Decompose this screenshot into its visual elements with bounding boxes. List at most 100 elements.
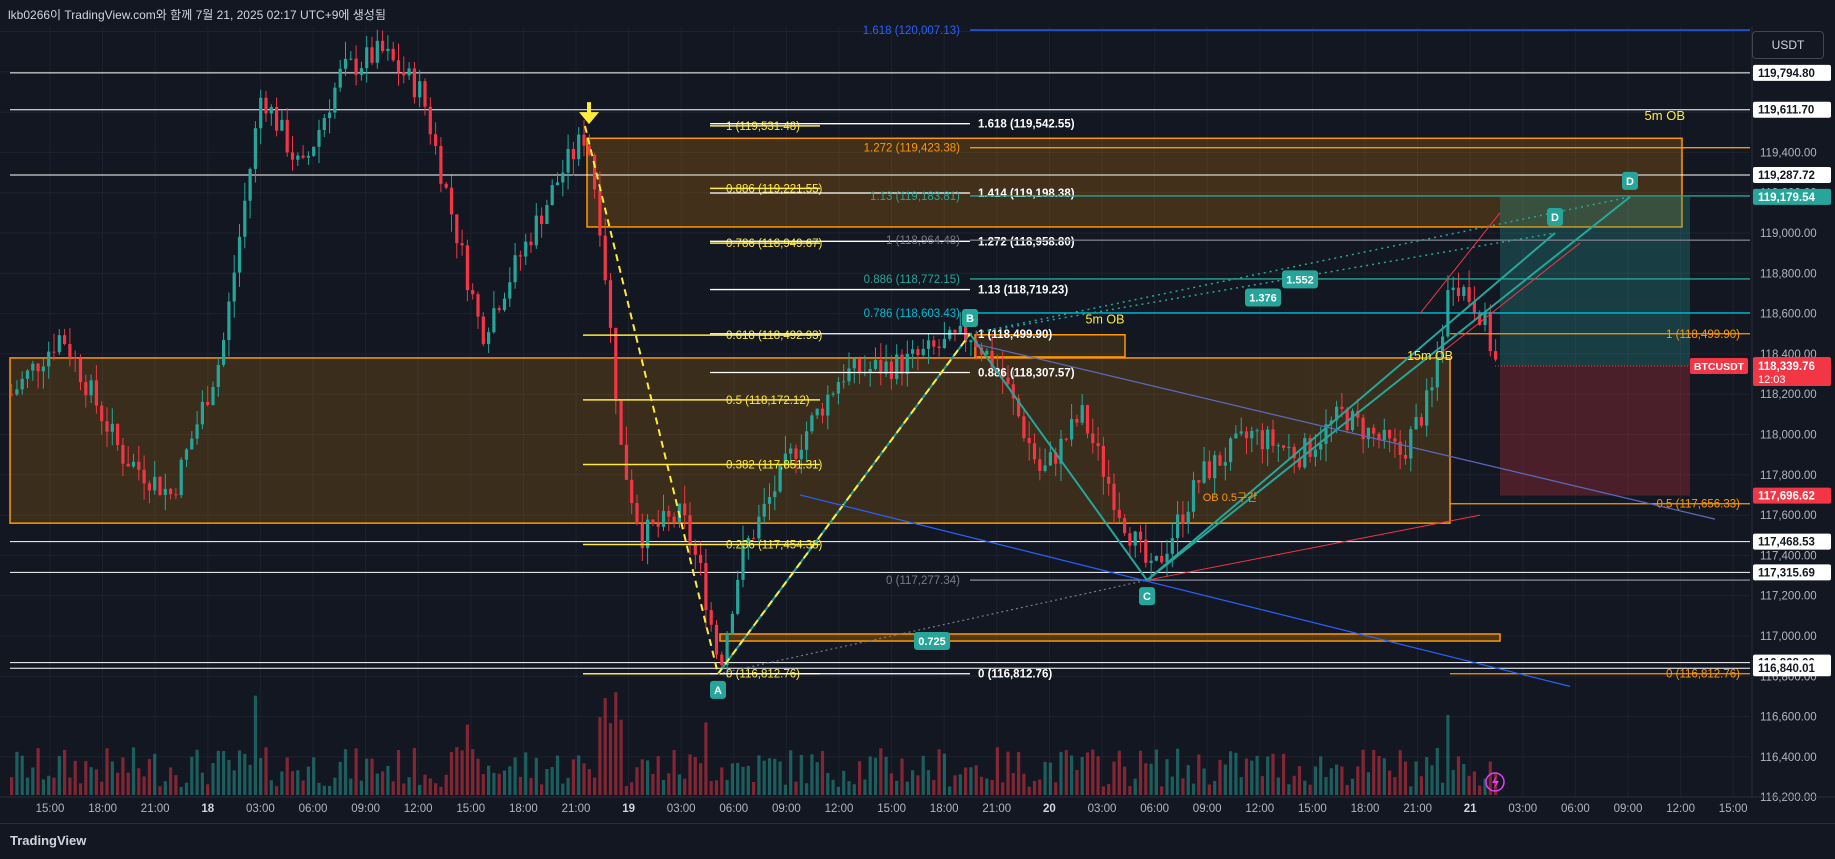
candle-body <box>153 476 157 491</box>
candle-body <box>359 68 363 75</box>
volume-bar <box>147 759 151 795</box>
volume-bar <box>94 769 98 795</box>
candle-body <box>1128 533 1132 546</box>
volume-bar <box>847 781 851 795</box>
volume-bar <box>68 777 72 795</box>
fib-colored-label: 1 (118,964.48) <box>886 235 960 247</box>
volume-bar <box>434 783 438 795</box>
volume-bar <box>10 777 14 795</box>
volume-bar <box>566 777 570 795</box>
volume-bar <box>619 719 623 795</box>
volume-bar <box>974 765 978 795</box>
candle-body <box>561 172 565 183</box>
volume-bar <box>174 775 178 795</box>
volume-bar <box>1271 753 1275 795</box>
candle-body <box>184 449 189 460</box>
candle-body <box>36 363 40 372</box>
candle-body <box>704 563 708 611</box>
volume-bar <box>1038 779 1042 795</box>
candle-body <box>169 488 173 495</box>
volume-bar <box>1319 756 1323 795</box>
time-axis-label: 15:00 <box>456 803 485 815</box>
fib-colored-label: 1.618 (120,007.13) <box>863 25 960 37</box>
volume-bar <box>1149 763 1153 795</box>
candle-body <box>15 389 19 395</box>
candle-body <box>1017 398 1021 417</box>
volume-bar <box>211 762 215 795</box>
volume-bar <box>1345 784 1349 795</box>
price-axis-label: 119,000.00 <box>1760 228 1817 240</box>
volume-bar <box>741 766 745 795</box>
fib-colored-label: 0.786 (118,603.43) <box>864 308 961 320</box>
price-axis-label: 119,200.00 <box>1760 188 1817 200</box>
volume-bar <box>752 782 756 795</box>
time-axis-label: 03:00 <box>1508 803 1537 815</box>
volume-bar <box>481 773 485 795</box>
volume-bar <box>540 784 544 795</box>
volume-bar <box>550 767 554 795</box>
candle-body <box>900 354 904 374</box>
candle-body <box>84 382 88 396</box>
bd-dotted-line <box>969 196 1631 335</box>
volume-bar <box>396 750 401 795</box>
volume-bar <box>1213 780 1217 795</box>
time-axis-label: 03:00 <box>246 803 275 815</box>
candle-body <box>1303 438 1307 468</box>
candle-body <box>1213 455 1217 479</box>
trend-line-purple <box>974 343 1716 520</box>
volume-bar <box>84 761 88 795</box>
fib-extension-white: 1.618 (119,542.55) 1.414 (119,198.38) 1.27… <box>710 119 1075 681</box>
price-tag <box>1753 167 1831 184</box>
candle-body <box>195 424 199 439</box>
candle-body <box>1027 438 1031 444</box>
candle-body <box>757 516 761 539</box>
candle-body <box>677 503 681 523</box>
candle-body <box>1478 313 1482 325</box>
candle-body <box>1112 483 1116 510</box>
candle-body <box>237 236 242 273</box>
lightning-icon <box>1485 772 1505 792</box>
volume-bar <box>1218 759 1222 795</box>
volume-bar <box>1467 775 1471 795</box>
symbol-name[interactable]: Bitcoin / TetherUS · 15 · BINANCE <box>16 38 193 50</box>
open-value: 118,345.51 <box>205 38 263 50</box>
volume-bar <box>407 777 411 795</box>
volume-bar <box>1388 770 1392 795</box>
fib-left-label: 0.5 (118,172.12) <box>726 395 810 407</box>
time-axis: 15:00 18:00 21:00 18 03:00 06:00 09:00 12:00 15:… <box>0 772 1835 823</box>
volume-bar <box>842 770 846 795</box>
candle-body <box>131 461 136 467</box>
volume-bar <box>328 785 332 795</box>
volume-bar <box>1398 750 1402 795</box>
volume-bar <box>1425 757 1429 795</box>
candle-body <box>1435 358 1439 388</box>
volume-bar <box>995 747 999 795</box>
volume-bar <box>227 759 231 795</box>
open-label: 시 <box>195 38 206 50</box>
volume-bar <box>158 786 162 795</box>
price-axis-label: 116,400.00 <box>1760 752 1817 764</box>
candle-body <box>322 118 326 130</box>
candle-body <box>434 134 438 146</box>
currency-button[interactable]: USDT <box>1752 31 1824 59</box>
volume-bar <box>518 776 522 795</box>
annotations: 5m OB 5m OB 15m OB OB 0.5구간 <box>579 102 1685 504</box>
volume-bar <box>1144 763 1148 795</box>
candle-body <box>1366 427 1370 440</box>
volume-bar <box>831 779 835 795</box>
tradingview-logo[interactable]: TradingView <box>10 833 87 848</box>
candle-body <box>338 68 342 88</box>
candle-body <box>1176 514 1180 539</box>
volume-bar <box>911 770 915 795</box>
high-label: 고 <box>265 38 277 50</box>
candle-body <box>1350 410 1355 431</box>
time-axis-label: 15:00 <box>36 803 65 815</box>
swing-high-arrow-icon <box>579 102 599 125</box>
volume-bar <box>1303 780 1307 795</box>
candle-body <box>147 483 151 491</box>
position-profit-box <box>1500 196 1690 367</box>
ratio-badge <box>914 632 950 651</box>
time-axis-label: 12:00 <box>404 803 433 815</box>
volume-bar <box>810 754 814 795</box>
